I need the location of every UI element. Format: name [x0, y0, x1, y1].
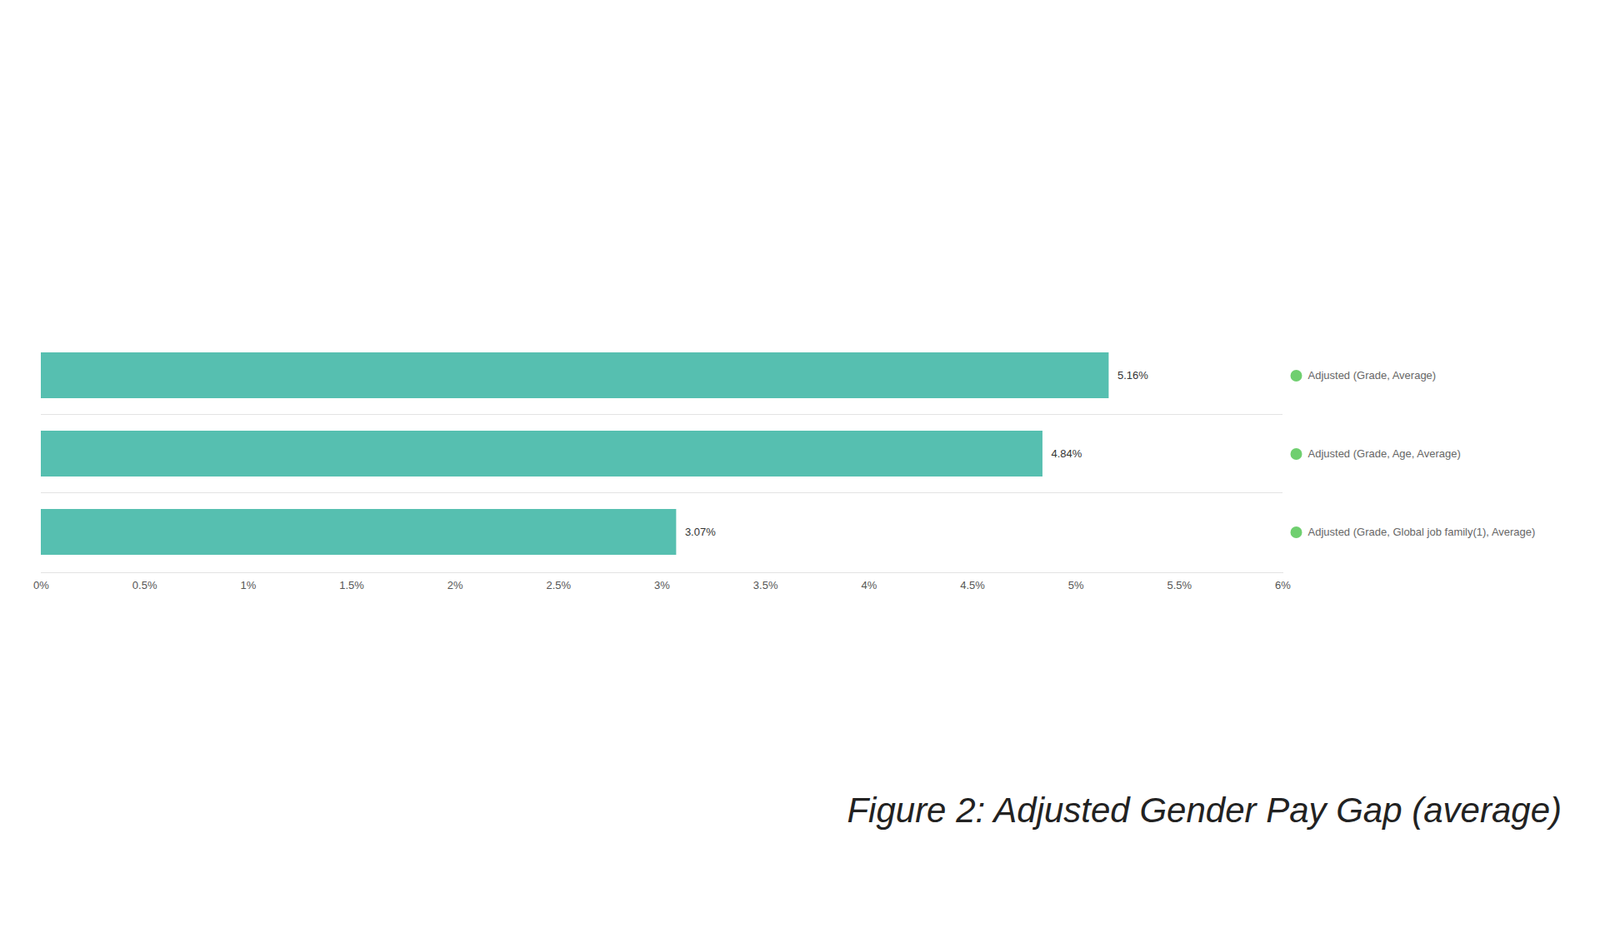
svg-text:2.5%: 2.5% — [546, 579, 572, 592]
svg-text:3%: 3% — [654, 579, 670, 592]
svg-text:Adjusted (Grade, Age, Average): Adjusted (Grade, Age, Average) — [1308, 447, 1461, 460]
svg-text:1.5%: 1.5% — [339, 579, 365, 592]
svg-text:3.07%: 3.07% — [685, 525, 716, 539]
svg-text:4.84%: 4.84% — [1050, 447, 1082, 460]
svg-text:Adjusted (Grade, Average): Adjusted (Grade, Average) — [1308, 369, 1437, 382]
svg-text:2%: 2% — [447, 579, 464, 592]
svg-text:6%: 6% — [1275, 579, 1291, 592]
svg-text:5%: 5% — [1068, 579, 1085, 592]
svg-text:1%: 1% — [240, 579, 256, 592]
svg-text:0%: 0% — [33, 579, 50, 592]
svg-text:5.16%: 5.16% — [1117, 369, 1149, 382]
html-text:Figure 2: Adjusted Gender Pay: Figure 2: Adjusted Gender Pay Gap (avera… — [847, 790, 1562, 830]
svg-text:0.5%: 0.5% — [132, 579, 158, 592]
svg-text:3.5%: 3.5% — [753, 579, 779, 592]
svg-text:4.5%: 4.5% — [960, 579, 985, 592]
svg-text:Adjusted (Grade, Global job fa: Adjusted (Grade, Global job family(1), A… — [1308, 525, 1536, 539]
svg-text:5.5%: 5.5% — [1167, 579, 1193, 592]
svg-text:4%: 4% — [860, 579, 877, 592]
